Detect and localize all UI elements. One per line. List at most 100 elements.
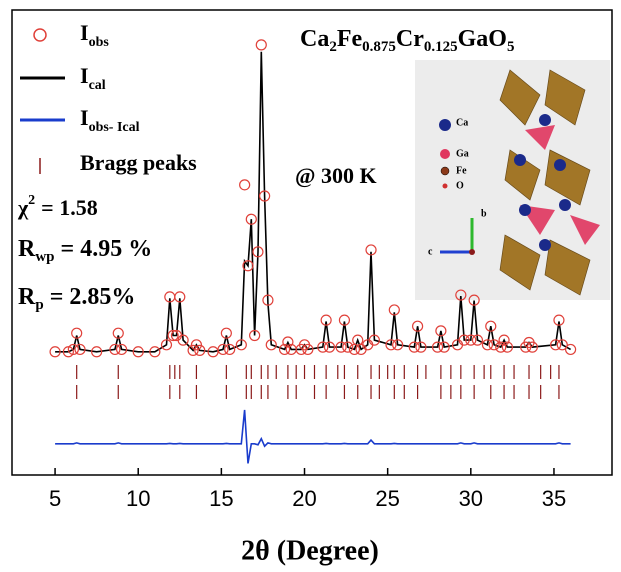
- obs-point: [468, 294, 480, 306]
- title-sub: 0.875: [362, 39, 396, 55]
- title-part: Ca: [300, 26, 329, 52]
- obs-point: [160, 339, 173, 351]
- obs-point: [302, 343, 314, 356]
- obs-point: [388, 304, 400, 316]
- obs-point: [335, 341, 347, 353]
- obs-point: [174, 291, 186, 303]
- obs-point: [187, 344, 199, 356]
- chart-title: Ca2Fe0.875Cr0.125GaO5: [300, 26, 514, 56]
- obs-point: [235, 339, 247, 351]
- obs-point: [259, 190, 271, 202]
- inset-axis: [469, 249, 475, 255]
- obs-point: [252, 246, 264, 258]
- obs-point: [438, 341, 450, 353]
- obs-point: [365, 244, 377, 256]
- text: 2: [28, 193, 35, 208]
- obs-point: [556, 339, 568, 351]
- title-part: Fe: [337, 26, 363, 52]
- obs-point: [415, 341, 427, 353]
- obs-point: [249, 329, 261, 342]
- obs-point: [265, 339, 277, 351]
- obs-point: [91, 346, 103, 358]
- obs-point: [501, 341, 513, 353]
- legend-label: Iobs- Ical: [80, 105, 140, 135]
- inset: Ca Ga Fe O b c: [415, 60, 610, 300]
- obs-point: [323, 341, 336, 353]
- obs-point: [278, 343, 291, 356]
- title-part: Cr: [396, 26, 424, 52]
- inset-ca-atoms: [514, 114, 571, 251]
- obs-point: [553, 314, 565, 326]
- legend-label: Ical: [80, 63, 106, 93]
- x-tick-label: 10: [126, 486, 150, 511]
- legend-sub: obs- Ical: [89, 120, 140, 135]
- legend-name: I: [80, 63, 89, 88]
- text: R: [18, 284, 36, 310]
- temperature: @ 300 K: [295, 163, 377, 188]
- title-part: GaO: [458, 26, 507, 52]
- obs-point: [109, 343, 121, 356]
- obs-point: [338, 314, 351, 326]
- obs-point: [550, 339, 562, 351]
- obs-point: [458, 334, 470, 346]
- inset-key: [440, 149, 450, 159]
- x-axis-label: 2θ (Degree): [241, 535, 379, 566]
- inset-key: [442, 183, 448, 189]
- obs-point: [368, 334, 380, 346]
- plot-frame: [11, 9, 613, 476]
- legend-swatch: [33, 28, 47, 42]
- obs-point: [481, 339, 494, 351]
- obs-point: [465, 334, 477, 346]
- series-line: [55, 409, 571, 464]
- legend-name: I: [80, 105, 89, 130]
- legend-label: Iobs: [80, 20, 109, 50]
- legend-sub: cal: [89, 78, 106, 93]
- x-tick-label: 20: [292, 486, 316, 511]
- inset-label: Ca: [456, 117, 468, 128]
- obs-point: [194, 344, 206, 356]
- obs-point: [190, 339, 203, 351]
- obs-point: [495, 341, 507, 353]
- obs-point: [282, 336, 294, 348]
- obs-point: [526, 341, 538, 353]
- obs-point: [488, 339, 500, 351]
- obs-point: [255, 39, 267, 51]
- inset-label: b: [481, 208, 487, 219]
- inset-label: c: [428, 246, 433, 257]
- obs-point: [435, 325, 447, 337]
- text: = 2.85%: [50, 284, 136, 310]
- obs-point: [177, 334, 189, 346]
- obs-point: [471, 334, 484, 346]
- title-sub: 0.125: [424, 39, 458, 55]
- x-tick-label: 30: [459, 486, 483, 511]
- title-sub: 5: [507, 39, 515, 55]
- inset-label: Fe: [456, 165, 467, 176]
- text: = 4.95 %: [61, 236, 153, 262]
- obs-point: [564, 343, 577, 356]
- obs-point: [320, 314, 332, 326]
- obs-point: [242, 260, 254, 272]
- obs-point: [245, 213, 257, 225]
- text: p: [35, 297, 43, 313]
- obs-point: [217, 343, 229, 356]
- chi-square: χ2 = 1.58: [17, 193, 98, 220]
- obs-point: [485, 320, 497, 332]
- legend-label: Bragg peaks: [80, 150, 197, 175]
- obs-point: [149, 346, 161, 358]
- x-tick-label: 25: [375, 486, 399, 511]
- obs-point: [112, 327, 124, 339]
- rp: Rp = 2.85%: [18, 284, 135, 314]
- text: wp: [35, 249, 54, 265]
- text: R: [18, 236, 36, 262]
- obs-point: [239, 179, 251, 191]
- rwp: Rwp = 4.95 %: [18, 236, 152, 266]
- obs-point: [49, 346, 61, 358]
- obs-point: [408, 341, 420, 353]
- obs-point: [224, 343, 236, 356]
- obs-point: [392, 339, 404, 351]
- obs-point: [67, 343, 79, 356]
- x-tick-label: 35: [542, 486, 566, 511]
- text: = 1.58: [41, 195, 98, 220]
- obs-point: [262, 294, 274, 306]
